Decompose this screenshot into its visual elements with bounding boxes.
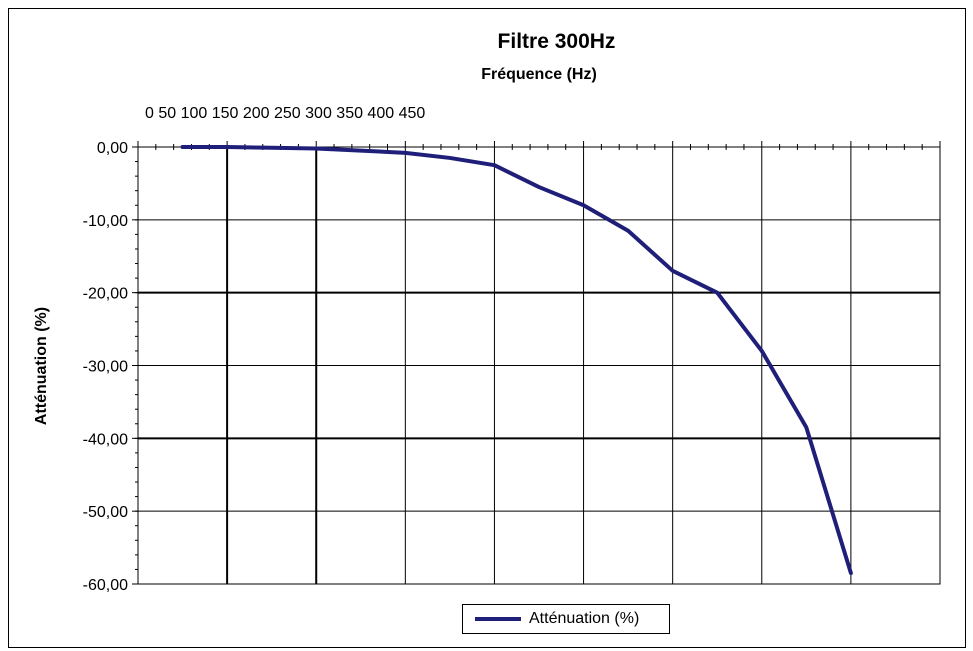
y-tick-label: -50,00 [83, 504, 128, 521]
legend-swatch [475, 617, 521, 621]
y-tick-label: -10,00 [83, 213, 128, 230]
y-tick-label: 0,00 [97, 140, 128, 157]
chart-title: Filtre 300Hz [497, 30, 616, 53]
y-tick-label: -40,00 [83, 431, 128, 448]
legend-label: Atténuation (%) [529, 610, 640, 627]
y-tick-label: -60,00 [83, 577, 128, 594]
y-tick-label: -20,00 [83, 286, 128, 303]
chart-frame [8, 8, 966, 648]
legend: Atténuation (%) [462, 604, 670, 634]
series-line [180, 145, 853, 576]
x-axis-label: Fréquence (Hz) [481, 66, 597, 83]
x-axis-tick-labels: 0 50 100 150 200 250 300 350 400 450 [145, 105, 426, 122]
y-tick-label: -30,00 [83, 359, 128, 376]
